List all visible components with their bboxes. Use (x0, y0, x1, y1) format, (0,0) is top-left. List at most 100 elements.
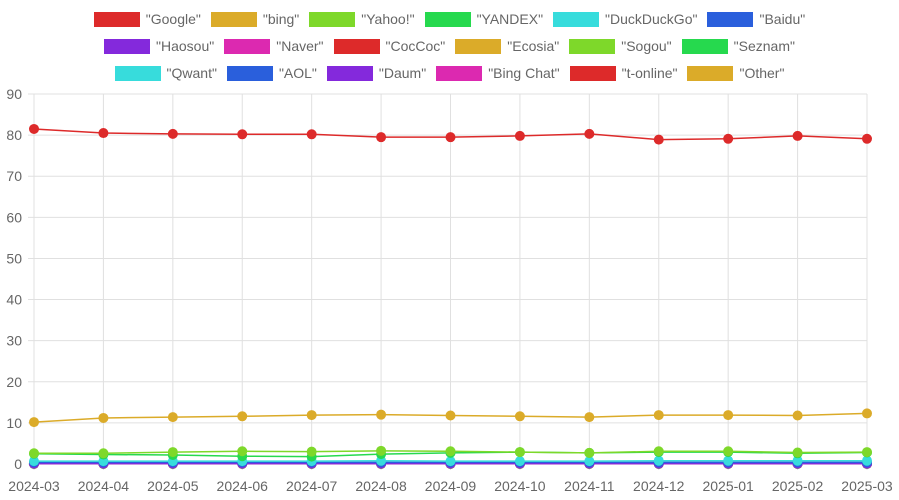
data-point (237, 129, 248, 140)
legend-item[interactable]: "Qwant" (114, 60, 217, 87)
data-point (29, 123, 39, 134)
legend-label: "Haosou" (156, 38, 215, 54)
data-point (514, 447, 525, 458)
legend-label: "CocCoc" (385, 38, 446, 54)
legend-item[interactable]: "Google" (93, 6, 201, 33)
data-point (862, 408, 872, 419)
legend-swatch (224, 39, 271, 54)
legend-item[interactable]: "Baidu" (707, 6, 805, 33)
legend-label: "Baidu" (759, 11, 806, 27)
data-point (445, 410, 456, 421)
legend-swatch (326, 66, 373, 81)
legend-item[interactable]: "Daum" (326, 60, 426, 87)
legend-item[interactable]: "Bing Chat" (436, 60, 560, 87)
legend-item[interactable]: "t-online" (569, 60, 678, 87)
data-point (29, 456, 39, 467)
legend-swatch (104, 39, 151, 54)
legend-swatch (436, 66, 483, 81)
data-point (584, 128, 595, 139)
data-point (653, 410, 664, 421)
data-point (167, 128, 178, 139)
legend-label: "Google" (145, 11, 201, 27)
legend-label: "t-online" (621, 65, 678, 81)
legend-item[interactable]: "DuckDuckGo" (553, 6, 697, 33)
legend-item[interactable]: "Naver" (224, 33, 324, 60)
legend-swatch (333, 39, 380, 54)
data-point (653, 446, 664, 457)
legend-label: "bing" (262, 11, 300, 27)
legend-swatch (569, 66, 616, 81)
data-point (653, 455, 664, 466)
data-point (306, 129, 317, 140)
legend-label: "Ecosia" (507, 38, 560, 54)
legend-swatch (226, 66, 273, 81)
data-point (792, 410, 803, 421)
data-point (584, 412, 595, 423)
data-point (862, 133, 872, 144)
data-point (376, 132, 387, 143)
legend-swatch (569, 39, 616, 54)
data-point (237, 411, 248, 422)
legend-swatch (681, 39, 728, 54)
legend-item[interactable]: "YANDEX" (424, 6, 544, 33)
legend-label: "Sogou" (621, 38, 672, 54)
legend-swatch (455, 39, 502, 54)
x-tick-label: 2025-02 (772, 478, 824, 494)
x-tick-label: 2024-11 (564, 478, 615, 494)
data-point (237, 446, 248, 457)
legend-label: "YANDEX" (476, 11, 544, 27)
data-point (514, 130, 525, 141)
legend-swatch (210, 12, 257, 27)
data-point (584, 447, 595, 458)
x-tick-label: 2024-10 (494, 478, 546, 494)
data-point (98, 448, 109, 459)
legend-item[interactable]: "Haosou" (104, 33, 214, 60)
data-point (445, 446, 456, 457)
legend-item[interactable]: "Seznam" (681, 33, 795, 60)
x-tick-label: 2025-01 (702, 478, 754, 494)
data-point (306, 446, 317, 457)
legend-label: "AOL" (278, 65, 317, 81)
x-tick-label: 2024-05 (147, 478, 199, 494)
data-point (514, 456, 525, 467)
legend-swatch (93, 12, 140, 27)
legend-item[interactable]: "bing" (210, 6, 300, 33)
legend-swatch (424, 12, 471, 27)
data-point (862, 455, 872, 466)
y-tick-label: 10 (6, 415, 22, 431)
legend-item[interactable]: "Ecosia" (455, 33, 559, 60)
legend-item[interactable]: "Sogou" (569, 33, 672, 60)
x-tick-label: 2024-07 (286, 478, 338, 494)
legend-label: "Qwant" (166, 65, 217, 81)
y-tick-label: 20 (6, 374, 22, 390)
x-tick-label: 2024-06 (217, 478, 269, 494)
data-point (98, 412, 109, 423)
data-point (445, 132, 456, 143)
x-tick-label: 2024-03 (8, 478, 60, 494)
data-point (792, 447, 803, 458)
data-point (862, 447, 872, 458)
data-point (445, 456, 456, 467)
data-point (376, 445, 387, 456)
x-tick-label: 2024-12 (633, 478, 685, 494)
legend-item[interactable]: "Other" (687, 60, 784, 87)
legend-item[interactable]: "AOL" (226, 60, 317, 87)
data-point (723, 410, 734, 421)
x-tick-label: 2025-03 (841, 478, 893, 494)
y-tick-label: 30 (6, 333, 22, 349)
legend-swatch (687, 66, 734, 81)
legend-swatch (707, 12, 754, 27)
x-tick-label: 2024-09 (425, 478, 477, 494)
x-tick-label: 2024-04 (78, 478, 130, 494)
data-point (29, 417, 39, 428)
legend-item[interactable]: "Yahoo!" (309, 6, 415, 33)
legend-item[interactable]: "CocCoc" (333, 33, 446, 60)
legend-label: "Seznam" (733, 38, 795, 54)
data-point (723, 455, 734, 466)
data-point (653, 134, 664, 145)
legend: "Google" "bing" "Yahoo!" "YANDEX" "DuckDuckG… (0, 6, 899, 87)
legend-label: "Bing Chat" (488, 65, 560, 81)
data-point (167, 412, 178, 423)
